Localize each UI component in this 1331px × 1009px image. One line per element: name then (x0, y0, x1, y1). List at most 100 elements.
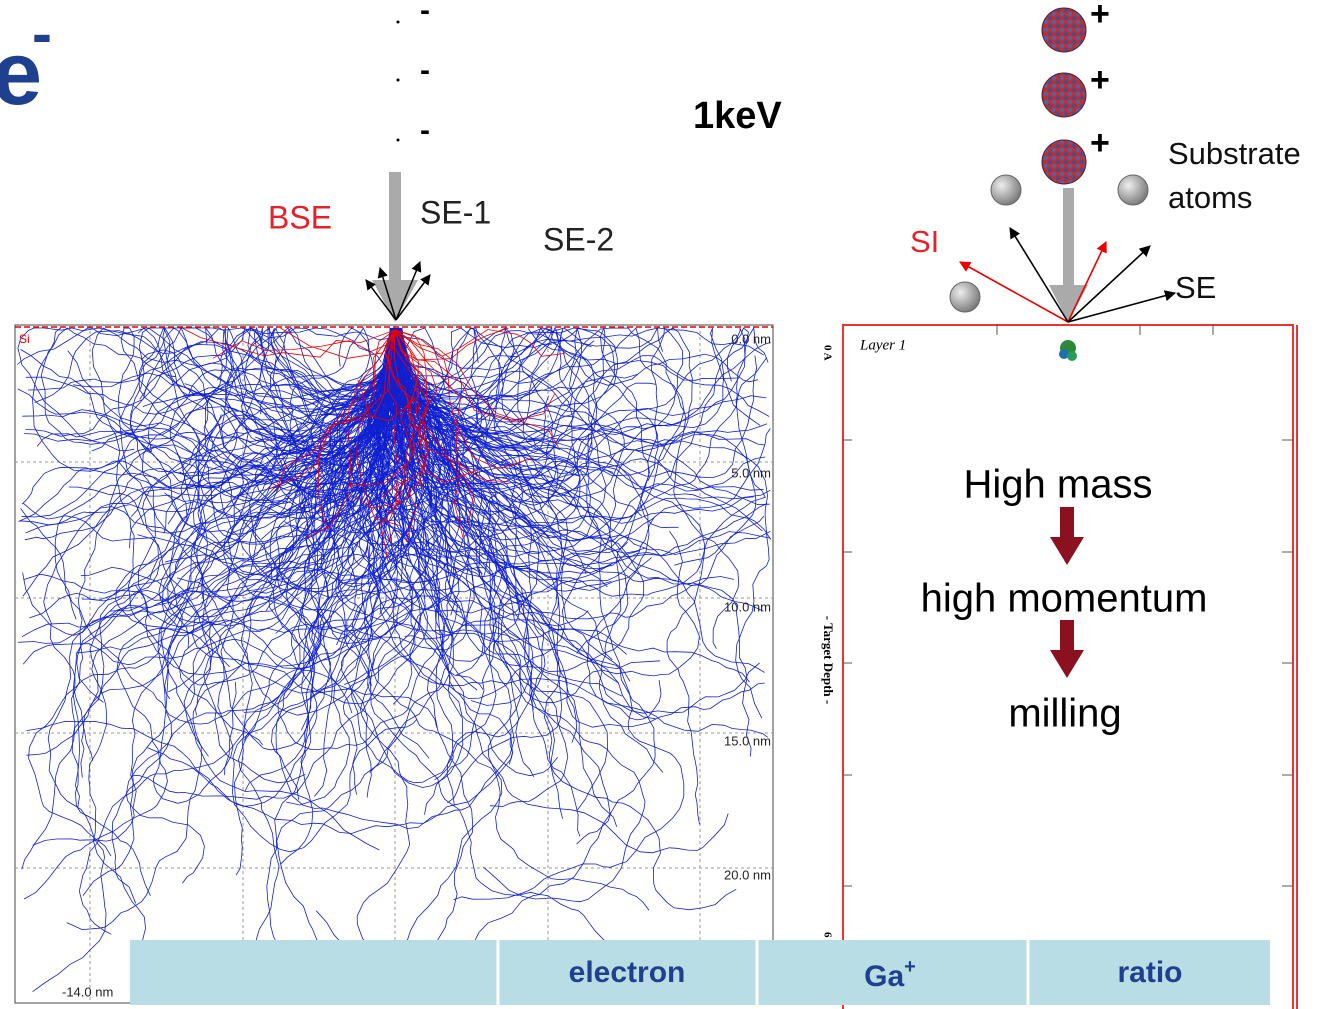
trajectory (399, 327, 656, 998)
trajectory (91, 327, 391, 585)
trajectory (351, 327, 489, 759)
bse-trajectory (212, 329, 396, 359)
flow-step: High mass (964, 463, 1153, 507)
flow-arrow (1050, 620, 1084, 678)
layer-label: Layer 1 (859, 337, 906, 353)
trajectory (384, 327, 563, 614)
trajectory (383, 327, 615, 537)
charge: - (420, 0, 430, 27)
bse-trajectory (305, 329, 396, 539)
header-cell: Ga+ (864, 956, 916, 993)
trajectory (18, 327, 396, 644)
trajectory (380, 327, 771, 555)
se2-label: SE-2 (543, 221, 614, 257)
material: Si (19, 332, 30, 346)
trajectory (377, 327, 645, 673)
trajectory (392, 327, 618, 414)
header-cell: ratio (1117, 956, 1182, 989)
bse-trajectory (394, 329, 478, 483)
bse-trajectory (317, 329, 396, 532)
trajectory (393, 327, 734, 585)
trajectory (394, 327, 646, 554)
bse-trajectory (394, 329, 556, 422)
trajectory (21, 327, 391, 518)
trajectory (76, 327, 472, 703)
bse-trajectory (345, 329, 416, 487)
trajectory (389, 327, 553, 448)
trajectory (125, 327, 396, 454)
emission-arrows (959, 227, 1177, 323)
trajectory (26, 327, 393, 756)
bse-trajectory (393, 329, 464, 538)
trajectory (152, 327, 397, 804)
trajectory (394, 327, 641, 569)
trajectory (32, 327, 400, 846)
trajectory (393, 326, 664, 773)
flow-step: milling (1008, 692, 1121, 736)
header-cell: electron (569, 956, 686, 989)
trajectory (342, 327, 444, 795)
trajectory (333, 327, 667, 994)
substrate-atom (990, 174, 1022, 206)
flow-arrow (1050, 507, 1084, 565)
beam-arrow (372, 172, 418, 322)
trajectory (275, 327, 487, 593)
bse-label: BSE (268, 199, 332, 235)
trajectory (393, 327, 478, 691)
ion (1041, 7, 1087, 53)
bse-trajectory (357, 329, 427, 422)
trajectory (18, 327, 403, 522)
energy: 1keV (693, 95, 782, 137)
trajectory (129, 327, 440, 549)
trajectory (220, 327, 401, 473)
bse-trajectory (394, 329, 559, 448)
bse-trajectory (181, 327, 396, 358)
title-sup: - (32, 0, 52, 67)
trajectory (390, 326, 663, 393)
trajectory (234, 327, 427, 876)
bse-trajectory (394, 329, 534, 470)
trajectory (399, 327, 737, 911)
trajectory (393, 327, 508, 676)
trajectory (396, 327, 583, 423)
trajectory (138, 327, 444, 492)
trajectory (118, 327, 398, 534)
ion (1041, 72, 1087, 118)
trajectory (111, 327, 397, 904)
trajectory (391, 327, 475, 996)
axis-label: - Target Depth - (821, 616, 836, 704)
trajectory (67, 327, 392, 476)
trajectory (138, 327, 393, 443)
charge: - (420, 54, 430, 87)
trajectory (270, 327, 404, 507)
trajectory (394, 327, 534, 706)
trajectory (398, 327, 705, 825)
srim-panel: Layer 1 0 A - Target Depth - 6 High mass… (821, 324, 1298, 1009)
trajectory (88, 327, 393, 957)
depth-label: 20.0 nm (724, 867, 771, 882)
trajectory (203, 327, 392, 784)
se1-label: SE-1 (420, 194, 491, 230)
table-header: electron Ga+ ratio (130, 940, 1270, 1005)
trajectory (230, 327, 413, 597)
trajectory (40, 327, 392, 445)
trajectory (356, 327, 595, 490)
substrate-label: Substrate (1168, 136, 1301, 171)
se-arrows (365, 261, 431, 321)
trajectory (167, 327, 399, 851)
charge: + (1090, 0, 1110, 33)
depth-label: 10.0 nm (724, 599, 771, 614)
charge: + (1090, 124, 1110, 162)
trajectory (393, 328, 765, 728)
trajectory (399, 327, 577, 743)
axis-bottom: 6 (821, 932, 833, 938)
impact (1059, 340, 1077, 361)
trajectory (394, 327, 625, 499)
header-text: Ga (864, 960, 904, 993)
bse-trajectory (386, 329, 399, 542)
title-text: e (0, 24, 42, 124)
trajectory (392, 327, 771, 499)
substrate-atom (949, 281, 981, 313)
trajectory (400, 327, 684, 529)
trajectory (25, 327, 396, 437)
